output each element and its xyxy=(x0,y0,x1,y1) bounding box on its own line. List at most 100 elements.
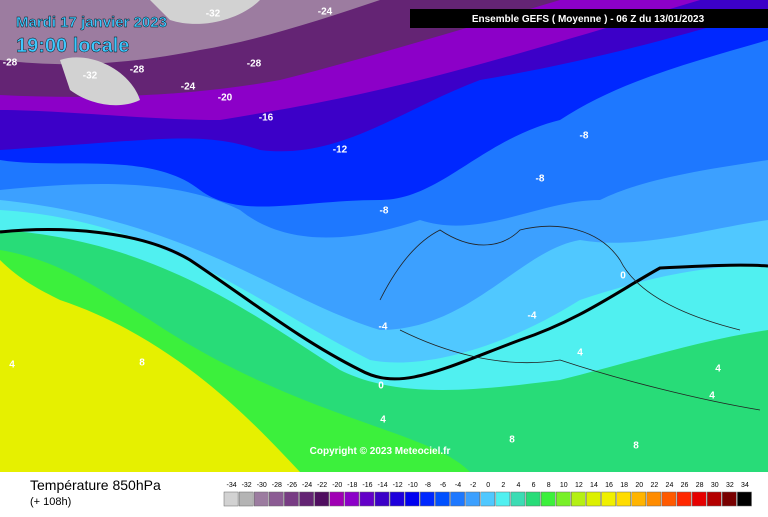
colorbar: -34 -32 -30 -28 -26 -24 -22 -20 -18 -16 -14 -12 -10-… xyxy=(223,482,752,507)
colorbar-label: -2 xyxy=(470,482,476,489)
contour-label: -16 xyxy=(259,113,274,124)
contour-label: 4 xyxy=(9,360,15,371)
colorbar-swatch xyxy=(661,491,677,507)
colorbar-swatch xyxy=(676,491,692,507)
colorbar-label: 28 xyxy=(696,482,704,489)
colorbar-label: 8 xyxy=(547,482,551,489)
legend-title: Température 850hPa xyxy=(30,477,161,493)
contour-label: 4 xyxy=(709,391,715,402)
time-label: 19:00 locale xyxy=(16,35,129,57)
colorbar-swatch xyxy=(223,491,239,507)
colorbar-label: 30 xyxy=(711,482,719,489)
colorbar-label: -10 xyxy=(408,482,418,489)
colorbar-swatch xyxy=(404,491,420,507)
contour-label: 4 xyxy=(577,348,583,359)
colorbar-label: 4 xyxy=(516,482,520,489)
colorbar-swatch xyxy=(329,491,345,507)
colorbar-label: 14 xyxy=(590,482,598,489)
contour-label: -32 xyxy=(83,71,98,82)
contour-label: -4 xyxy=(528,311,537,322)
colorbar-swatch xyxy=(420,491,435,507)
contour-label: -4 xyxy=(379,322,388,333)
contour-label: -12 xyxy=(333,145,348,156)
colorbar-label: 32 xyxy=(726,482,734,489)
contour-label: 4 xyxy=(715,364,721,375)
colorbar-swatch xyxy=(616,491,631,507)
temperature-field xyxy=(0,0,768,472)
colorbar-label: -24 xyxy=(302,482,312,489)
date-label: Mardi 17 janvier 2023 xyxy=(16,14,167,31)
colorbar-label: -6 xyxy=(440,482,446,489)
contour-label: -28 xyxy=(130,65,145,76)
colorbar-label: 34 xyxy=(741,482,749,489)
colorbar-label: -18 xyxy=(347,482,357,489)
colorbar-swatch xyxy=(253,491,269,507)
contour-label: 0 xyxy=(378,381,384,392)
colorbar-swatch xyxy=(314,491,329,507)
contour-label: -20 xyxy=(218,93,233,104)
colorbar-label: 2 xyxy=(501,482,505,489)
colorbar-label: 0 xyxy=(486,482,490,489)
colorbar-swatch xyxy=(525,491,541,507)
contour-label: 4 xyxy=(380,415,386,426)
colorbar-swatch xyxy=(374,491,390,507)
colorbar-label: -12 xyxy=(393,482,403,489)
contour-label: -8 xyxy=(536,174,545,185)
colorbar-swatch xyxy=(510,491,526,507)
contour-label: -24 xyxy=(318,7,333,18)
colorbar-swatch xyxy=(691,491,707,507)
contour-label: 0 xyxy=(620,271,626,282)
colorbar-label: 16 xyxy=(605,482,613,489)
colorbar-label: 18 xyxy=(620,482,628,489)
legend-subtitle: (+ 108h) xyxy=(30,496,71,508)
colorbar-label: -8 xyxy=(425,482,431,489)
copyright: Copyright © 2023 Meteociel.fr xyxy=(310,446,451,457)
colorbar-swatch xyxy=(238,491,254,507)
colorbar-swatch xyxy=(495,491,511,507)
colorbar-label: 26 xyxy=(681,482,689,489)
colorbar-label: -14 xyxy=(377,482,387,489)
contour-label: -8 xyxy=(380,206,389,217)
model-info: Ensemble GEFS ( Moyenne ) - 06 Z du 13/0… xyxy=(472,14,705,25)
contour-label: -28 xyxy=(3,58,18,69)
contour-label: -24 xyxy=(181,82,196,93)
colorbar-label: -34 xyxy=(226,482,236,489)
colorbar-swatch xyxy=(450,491,465,507)
colorbar-swatch xyxy=(284,491,299,507)
contour-label: -8 xyxy=(580,131,589,142)
contour-label: 8 xyxy=(509,435,515,446)
colorbar-swatch xyxy=(435,491,450,507)
colorbar-label: 12 xyxy=(575,482,583,489)
contour-label: -28 xyxy=(247,59,262,70)
colorbar-label: -30 xyxy=(257,482,267,489)
colorbar-swatch xyxy=(631,491,647,507)
colorbar-label: -26 xyxy=(287,482,297,489)
colorbar-label: -16 xyxy=(362,482,372,489)
colorbar-swatch xyxy=(540,491,556,507)
contour-label: 8 xyxy=(633,441,639,452)
colorbar-label: 6 xyxy=(532,482,536,489)
colorbar-swatch xyxy=(601,491,616,507)
contour-label: 8 xyxy=(139,358,145,369)
colorbar-swatch xyxy=(465,491,480,507)
colorbar-label: 24 xyxy=(666,482,674,489)
colorbar-swatch xyxy=(299,491,314,507)
colorbar-swatch xyxy=(722,491,737,507)
colorbar-swatch xyxy=(480,491,496,507)
contour-label: -32 xyxy=(206,9,221,20)
contour-labels: -32 -24 -28 -32 -28 -28 -24 -20 -16 -12 -8 -8 -8 0 -4 -… xyxy=(3,7,721,452)
colorbar-label: 20 xyxy=(635,482,643,489)
colorbar-label: -22 xyxy=(317,482,327,489)
colorbar-swatch xyxy=(389,491,405,507)
colorbar-swatch xyxy=(706,491,722,507)
colorbar-label: -28 xyxy=(272,482,282,489)
colorbar-label: 22 xyxy=(650,482,658,489)
header-box xyxy=(410,9,768,28)
colorbar-swatch xyxy=(555,491,571,507)
colorbar-label: -4 xyxy=(455,482,461,489)
colorbar-swatch xyxy=(646,491,662,507)
colorbar-label: -20 xyxy=(332,482,342,489)
colorbar-swatch xyxy=(344,491,360,507)
colorbar-swatch xyxy=(586,491,601,507)
